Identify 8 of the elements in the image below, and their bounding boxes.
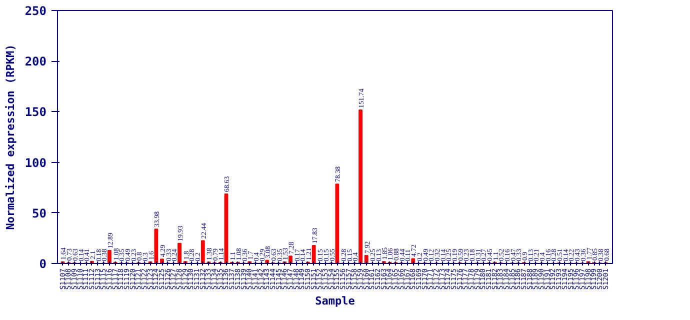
y-tick-label: 150: [24, 105, 47, 120]
y-tick-label: 50: [32, 206, 47, 220]
y-tick-label: 100: [24, 156, 47, 170]
y-tick-label: 250: [24, 4, 47, 18]
x-axis-title: Sample: [315, 294, 356, 308]
y-tick-label: 0: [39, 257, 47, 271]
y-tick-label: 200: [24, 54, 47, 69]
y-axis-title: Normalized expression (RPKM): [4, 44, 17, 230]
